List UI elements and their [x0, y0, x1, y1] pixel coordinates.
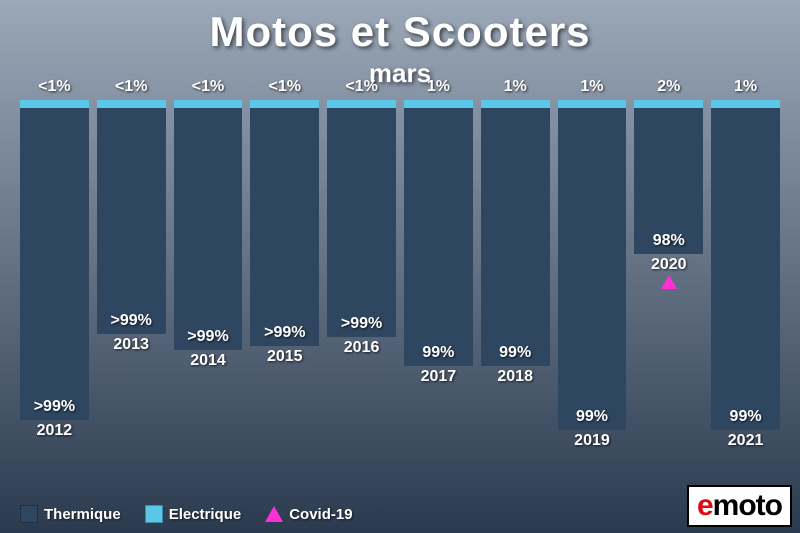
legend-item-thermique: Thermique [20, 505, 121, 523]
legend-swatch-electrique [145, 505, 163, 523]
logo-red: e [697, 489, 713, 522]
marker-row [661, 274, 677, 290]
bar-stack: 1% 99% [404, 100, 473, 366]
electrique-label: <1% [250, 78, 319, 96]
legend-item-electrique: Electrique [145, 505, 242, 523]
bar-column: 1% 99% 2018 [481, 100, 550, 483]
thermique-label: 99% [711, 408, 780, 426]
electrique-label: 1% [711, 78, 780, 96]
year-label: 2012 [37, 422, 73, 440]
year-label: 2020 [651, 256, 687, 274]
thermique-label: 99% [404, 344, 473, 362]
segment-electrique: 1% [481, 100, 550, 108]
year-label: 2019 [574, 432, 610, 450]
electrique-label: 1% [558, 78, 627, 96]
bar-column: <1% >99% 2016 [327, 100, 396, 483]
electrique-label: 2% [634, 78, 703, 96]
segment-electrique: <1% [327, 100, 396, 108]
bar-stack: <1% >99% [20, 100, 89, 420]
thermique-label: >99% [327, 315, 396, 333]
segment-thermique: 99% [481, 108, 550, 366]
segment-electrique: <1% [20, 100, 89, 108]
segment-electrique: 1% [711, 100, 780, 108]
bar-stack: <1% >99% [327, 100, 396, 337]
segment-thermique: 99% [404, 108, 473, 366]
electrique-label: <1% [174, 78, 243, 96]
thermique-label: >99% [250, 324, 319, 342]
thermique-label: 99% [558, 408, 627, 426]
bar-column: 1% 99% 2017 [404, 100, 473, 483]
thermique-label: >99% [174, 328, 243, 346]
bar-stack: 1% 99% [711, 100, 780, 430]
segment-thermique: >99% [250, 108, 319, 346]
bar-column: <1% >99% 2014 [174, 100, 243, 483]
legend-label: Covid-19 [289, 506, 352, 523]
bar-column: 1% 99% 2019 [558, 100, 627, 483]
logo-black: moto [713, 489, 782, 522]
segment-electrique: <1% [174, 100, 243, 108]
segment-thermique: 98% [634, 108, 703, 254]
bar-column: 2% 98% 2020 [634, 100, 703, 483]
bar-column: <1% >99% 2015 [250, 100, 319, 483]
segment-electrique: 2% [634, 100, 703, 108]
year-label: 2021 [728, 432, 764, 450]
legend: Thermique Electrique Covid-19 [20, 505, 353, 523]
bar-stack: 2% 98% [634, 100, 703, 254]
segment-electrique: <1% [250, 100, 319, 108]
bar-column: 1% 99% 2021 [711, 100, 780, 483]
legend-swatch-covid [265, 506, 283, 522]
bar-stack: <1% >99% [97, 100, 166, 334]
bar-stack: 1% 99% [481, 100, 550, 366]
bar-stack: <1% >99% [174, 100, 243, 350]
thermique-label: >99% [20, 398, 89, 416]
bar-stack: <1% >99% [250, 100, 319, 346]
year-label: 2013 [113, 336, 149, 354]
bar-column: <1% >99% 2013 [97, 100, 166, 483]
segment-thermique: >99% [327, 108, 396, 337]
year-label: 2016 [344, 339, 380, 357]
chart-area: <1% >99% 2012 <1% >99% 2013 <1% >99% 2014 <1% >99%… [20, 100, 780, 483]
year-label: 2015 [267, 348, 303, 366]
electrique-label: <1% [97, 78, 166, 96]
segment-thermique: >99% [97, 108, 166, 334]
legend-label: Electrique [169, 506, 242, 523]
thermique-label: 98% [634, 232, 703, 250]
segment-thermique: 99% [558, 108, 627, 430]
chart-container: Motos et Scooters mars <1%>99%2012<1%>99… [0, 0, 800, 533]
bar-group: <1% >99% 2012 <1% >99% 2013 <1% >99% 2014 <1% >99%… [20, 100, 780, 483]
segment-thermique: 99% [711, 108, 780, 430]
electrique-label: <1% [20, 78, 89, 96]
legend-item-covid: Covid-19 [265, 506, 352, 523]
bar-column: <1% >99% 2012 [20, 100, 89, 483]
year-label: 2017 [421, 368, 457, 386]
electrique-label: 1% [404, 78, 473, 96]
segment-thermique: >99% [20, 108, 89, 420]
bar-stack: 1% 99% [558, 100, 627, 430]
logo: emoto [687, 485, 792, 527]
segment-thermique: >99% [174, 108, 243, 350]
segment-electrique: 1% [558, 100, 627, 108]
thermique-label: >99% [97, 312, 166, 330]
legend-swatch-thermique [20, 505, 38, 523]
thermique-label: 99% [481, 344, 550, 362]
year-label: 2014 [190, 352, 226, 370]
segment-electrique: 1% [404, 100, 473, 108]
covid-marker-icon [661, 275, 677, 289]
year-label: 2018 [497, 368, 533, 386]
electrique-label: <1% [327, 78, 396, 96]
electrique-label: 1% [481, 78, 550, 96]
legend-label: Thermique [44, 506, 121, 523]
segment-electrique: <1% [97, 100, 166, 108]
chart-title: Motos et Scooters [0, 8, 800, 56]
